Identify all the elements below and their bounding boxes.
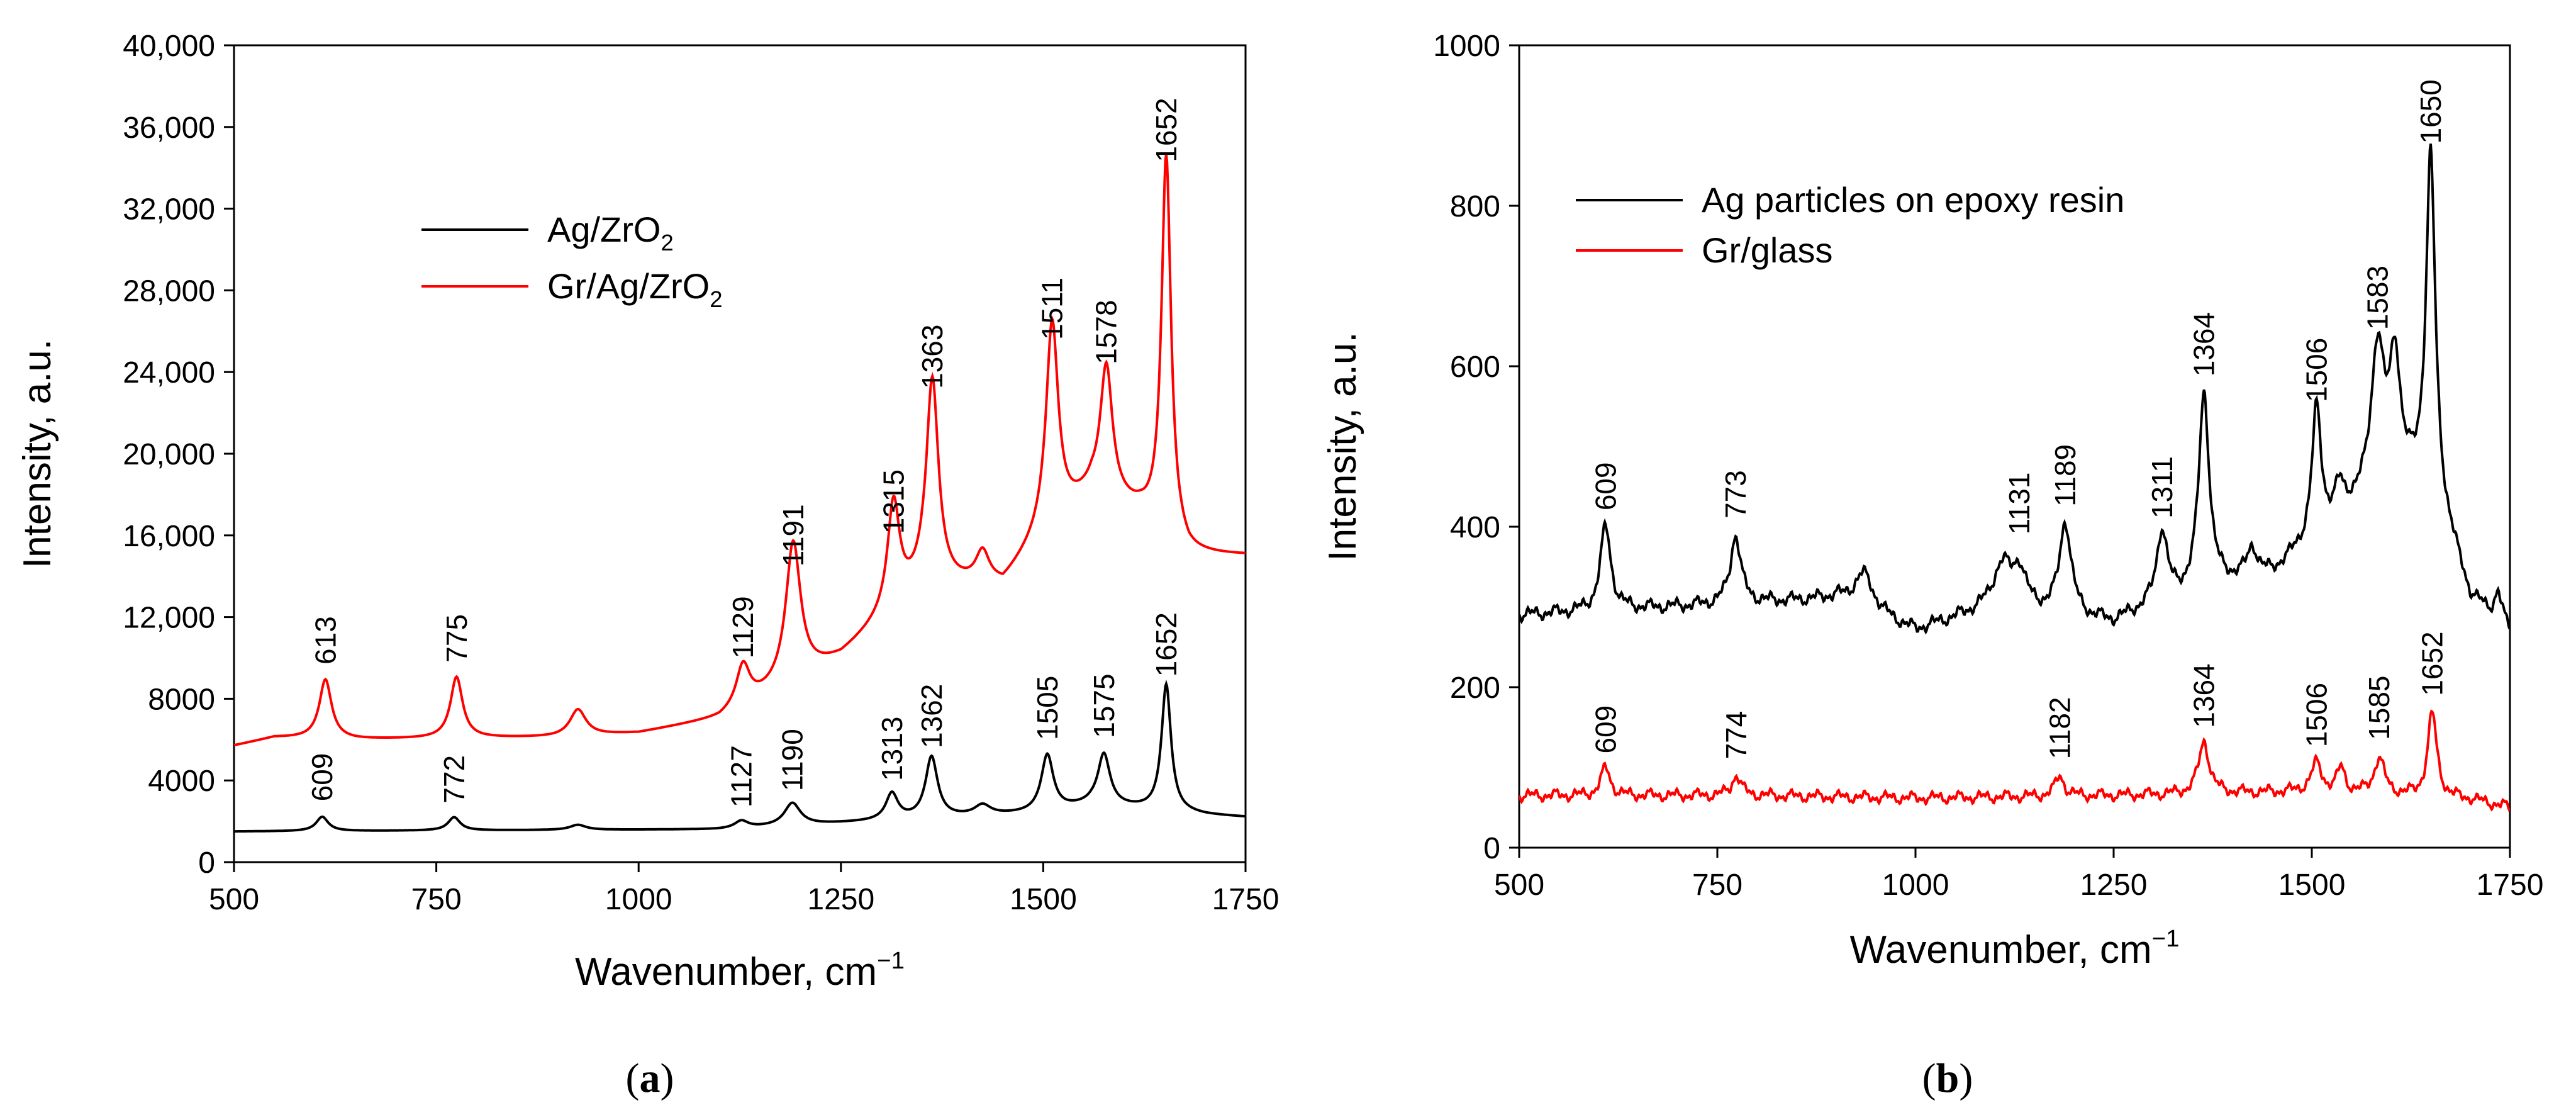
peak-label: 774 [1720, 711, 1753, 760]
panel-b: 500 750 1000 1250 1500 1750 0 200 400 600 800 1000 I… [1321, 30, 2543, 1101]
x-tick-label: 1000 [1882, 868, 1949, 902]
peak-label: 609 [1589, 462, 1622, 510]
y-tick-label: 0 [1483, 832, 1500, 865]
y-tick-label: 8000 [148, 683, 215, 716]
y-tick-label: 4000 [148, 765, 215, 798]
peak-label: 1315 [877, 469, 910, 534]
series-line-red [234, 154, 1246, 747]
peak-label: 1575 [1088, 673, 1120, 738]
x-tick-label: 1500 [1010, 883, 1077, 916]
peak-label: 772 [438, 755, 471, 804]
y-tick-label: 32,000 [123, 193, 215, 227]
peak-label: 1506 [2300, 683, 2333, 747]
x-tick-label: 1000 [605, 883, 672, 916]
peak-label: 1190 [776, 729, 809, 791]
peak-label: 1129 [727, 596, 759, 658]
peak-label: 1585 [2363, 675, 2395, 739]
y-tick-label: 1000 [1433, 30, 1500, 63]
legend-label: Ag particles on epoxy resin [1702, 180, 2124, 220]
plot-frame [1518, 44, 2511, 849]
peak-label: 1364 [2188, 663, 2221, 727]
peak-label: 1506 [2300, 338, 2333, 402]
peak-label: 1511 [1036, 278, 1069, 340]
series-line-red [1519, 709, 2510, 812]
x-tick-label: 500 [1494, 868, 1544, 902]
y-tick-label: 40,000 [123, 30, 215, 63]
y-axis-label: Intensity, a.u. [16, 339, 59, 568]
peak-label: 1189 [2049, 444, 2082, 507]
peak-label: 609 [1589, 705, 1622, 754]
x-tick-label: 1250 [2080, 868, 2148, 902]
peak-label: 1652 [2416, 631, 2449, 695]
y-tick-label: 400 [1450, 511, 1500, 544]
panel-label: (b) [1922, 1055, 1973, 1101]
x-tick-label: 1750 [1212, 883, 1280, 916]
peak-label: 773 [1719, 470, 1752, 519]
legend-label: Gr/glass [1702, 230, 1833, 270]
y-tick-label: 20,000 [123, 438, 215, 471]
peak-label: 1364 [2188, 312, 2221, 376]
peak-label: 1191 [777, 504, 810, 566]
panel-label: (a) [626, 1055, 674, 1101]
y-tick-label: 28,000 [123, 274, 215, 308]
y-tick-label: 0 [198, 846, 215, 880]
peak-label: 1505 [1031, 676, 1064, 740]
peak-label: 1313 [876, 717, 908, 781]
peak-label: 1652 [1150, 612, 1183, 676]
peak-label: 1363 [916, 325, 949, 389]
x-tick-label: 1500 [2278, 868, 2346, 902]
y-tick-label: 12,000 [123, 602, 215, 635]
peak-label: 775 [440, 614, 473, 663]
series-line-black [234, 680, 1246, 833]
peak-label: 609 [306, 753, 338, 802]
y-tick-label: 36,000 [123, 111, 215, 145]
peak-label: 1131 [2003, 473, 2036, 535]
y-tick-label: 16,000 [123, 520, 215, 553]
x-tick-label: 750 [1692, 868, 1742, 902]
x-axis-label: Wavenumber, cm−1 [575, 947, 905, 994]
peak-label: 1583 [2361, 266, 2394, 330]
x-tick-label: 1750 [2477, 868, 2544, 902]
peak-label: 1362 [915, 684, 948, 748]
peak-label: 1127 [725, 745, 758, 807]
x-axis-label: Wavenumber, cm−1 [1850, 925, 2180, 972]
legend-label: Gr/Ag/ZrO2 [547, 266, 722, 312]
y-tick-label: 24,000 [123, 356, 215, 390]
y-axis-label: Intensity, a.u. [1321, 332, 1364, 561]
peak-label: 1182 [2043, 697, 2076, 760]
y-tick-label: 600 [1450, 351, 1500, 384]
y-tick-label: 200 [1450, 671, 1500, 705]
y-tick-label: 800 [1450, 190, 1500, 223]
peak-label: 1578 [1090, 300, 1123, 364]
peak-label: 1311 [2146, 456, 2178, 519]
series-line-black [1519, 143, 2510, 635]
x-tick-label: 1250 [807, 883, 874, 916]
x-tick-label: 750 [411, 883, 462, 916]
panel-a: 500 750 1000 1250 1500 1750 0 4000 8000 12,000 16,… [16, 30, 1279, 1101]
x-tick-label: 500 [209, 883, 259, 916]
peak-label: 1652 [1150, 98, 1183, 162]
legend-label: Ag/ZrO2 [547, 210, 674, 255]
peak-label: 613 [309, 616, 342, 665]
peak-label: 1650 [2414, 79, 2447, 143]
